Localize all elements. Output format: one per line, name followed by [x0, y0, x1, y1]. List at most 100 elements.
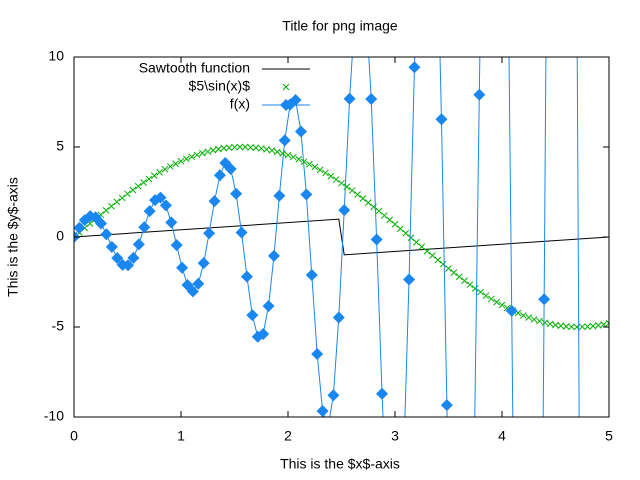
legend-label: f(x)	[230, 96, 250, 112]
data-point	[450, 269, 458, 276]
data-point	[370, 233, 383, 246]
data-point	[145, 175, 153, 183]
data-point	[348, 187, 356, 194]
data-point	[118, 194, 126, 202]
data-point	[140, 179, 147, 186]
data-point	[224, 162, 237, 175]
data-point	[289, 94, 302, 107]
data-point	[129, 186, 137, 194]
data-point	[193, 151, 201, 159]
chart-title: Title for png image	[282, 18, 398, 34]
data-point	[143, 205, 156, 218]
data-point	[295, 155, 303, 163]
data-point	[267, 249, 280, 262]
data-point	[213, 169, 226, 182]
data-point	[386, 216, 394, 224]
data-point	[74, 221, 86, 234]
data-point	[235, 226, 248, 239]
data-point	[493, 298, 501, 306]
legend-label: $5\sin(x)$	[189, 78, 251, 94]
data-point	[247, 144, 254, 151]
data-point	[343, 92, 356, 105]
series-line	[74, 218, 609, 256]
y-tick-label: 10	[48, 48, 64, 64]
data-point	[455, 273, 463, 281]
data-point	[134, 182, 142, 190]
data-point	[568, 323, 575, 331]
data-point	[199, 149, 206, 157]
data-point	[105, 240, 118, 253]
data-point	[95, 217, 108, 230]
data-point	[209, 146, 217, 154]
data-point	[402, 229, 410, 237]
data-point	[584, 323, 591, 330]
data-point	[364, 199, 372, 206]
data-point	[525, 314, 533, 321]
data-point	[589, 322, 597, 330]
data-point	[208, 195, 221, 208]
data-point	[365, 92, 378, 105]
data-point	[338, 179, 345, 187]
data-point	[188, 153, 196, 161]
data-point	[300, 188, 313, 201]
data-point	[403, 273, 416, 286]
data-point	[538, 293, 551, 306]
data-point	[215, 145, 222, 153]
data-point	[240, 270, 253, 283]
legend-label: Sawtooth function	[139, 60, 250, 76]
data-point	[434, 256, 442, 264]
data-point	[536, 317, 543, 325]
data-point	[225, 144, 233, 152]
data-point	[466, 281, 474, 289]
data-point	[172, 160, 180, 168]
data-point	[263, 145, 270, 153]
x-tick-label: 2	[284, 428, 292, 444]
data-point	[108, 202, 115, 210]
data-point	[487, 295, 495, 303]
y-axis-label: This is the $y$-axis	[5, 177, 21, 297]
data-point	[408, 61, 421, 74]
data-point	[354, 191, 361, 198]
data-point	[159, 199, 172, 212]
data-point	[268, 147, 276, 154]
data-point	[435, 113, 448, 126]
data-point	[605, 319, 609, 327]
data-point	[102, 207, 110, 214]
data-point	[100, 228, 113, 241]
plot-area	[74, 57, 609, 417]
data-point	[257, 145, 265, 152]
data-point	[562, 323, 570, 330]
data-point	[316, 405, 329, 417]
series-line	[74, 57, 580, 417]
data-point	[252, 144, 260, 152]
data-point	[407, 234, 415, 242]
data-point	[165, 216, 178, 229]
y-tick-label: -5	[52, 318, 65, 334]
data-point	[278, 134, 291, 147]
data-point	[262, 299, 275, 312]
data-point	[498, 301, 506, 309]
data-point	[477, 288, 484, 296]
data-point	[327, 172, 335, 180]
legend: Sawtooth function $5\sin(x)$ f(x)	[139, 60, 310, 112]
data-point	[520, 312, 527, 319]
data-point	[413, 238, 420, 246]
data-point	[150, 172, 158, 179]
data-point	[557, 322, 565, 330]
data-point	[578, 323, 586, 331]
data-point	[461, 277, 468, 285]
data-point	[246, 309, 259, 322]
data-point	[311, 163, 319, 171]
data-point	[546, 320, 554, 328]
data-point	[338, 204, 351, 217]
data-point	[396, 225, 404, 233]
data-point	[273, 189, 286, 202]
data-point	[359, 195, 367, 202]
data-point	[418, 243, 426, 251]
legend-marker	[280, 99, 292, 111]
data-point	[375, 207, 383, 215]
data-point	[166, 163, 174, 170]
data-point	[439, 260, 447, 268]
